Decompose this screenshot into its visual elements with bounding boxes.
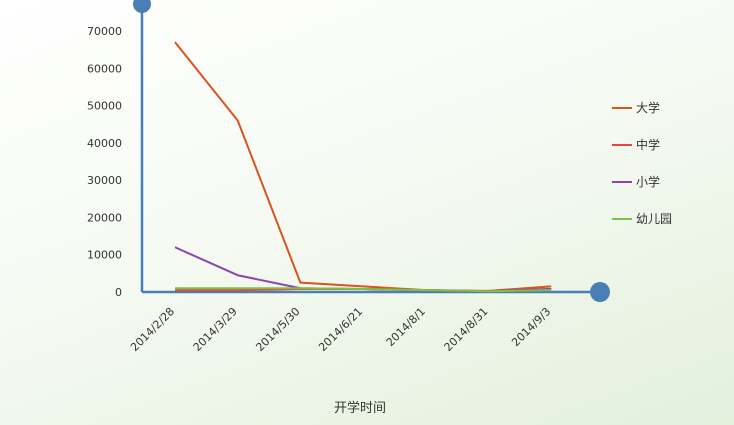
y-tick-label: 0: [115, 286, 122, 299]
x-tick-label: 2014/8/31: [442, 305, 491, 354]
legend-label: 中学: [636, 137, 660, 152]
legend-label: 小学: [636, 174, 660, 189]
x-axis-ticks: 2014/2/28 2014/3/29 2014/5/30 2014/6/21 2014…: [128, 305, 553, 354]
axes: [133, 0, 610, 302]
x-tick-label: 2014/6/21: [316, 305, 365, 354]
x-tick-label: 2014/3/29: [191, 305, 240, 354]
series-line-2: [174, 246, 552, 293]
legend-label: 大学: [636, 100, 660, 115]
series-line-0: [174, 41, 552, 292]
y-tick-label: 60000: [87, 62, 122, 75]
x-tick-label: 2014/2/28: [128, 305, 177, 354]
series-lines: [174, 41, 552, 293]
x-axis-title: 开学时间: [334, 400, 386, 416]
legend-label: 幼儿园: [636, 212, 672, 226]
y-tick-label: 20000: [87, 211, 122, 224]
y-tick-label: 50000: [87, 100, 122, 113]
series-line-3: [175, 287, 552, 293]
y-axis-ticks: 0 10000 20000 30000 40000 50000 60000 70000: [87, 25, 122, 299]
y-tick-label: 30000: [87, 174, 122, 187]
x-axis-end-cap: [590, 282, 610, 302]
y-tick-label: 70000: [87, 25, 122, 38]
y-tick-label: 10000: [87, 249, 122, 262]
y-tick-label: 40000: [87, 137, 122, 150]
x-tick-label: 2014/5/30: [253, 305, 302, 354]
x-tick-label: 2014/8/1: [384, 305, 428, 349]
x-tick-label: 2014/9/3: [509, 305, 553, 349]
y-axis-end-cap: [133, 0, 151, 13]
